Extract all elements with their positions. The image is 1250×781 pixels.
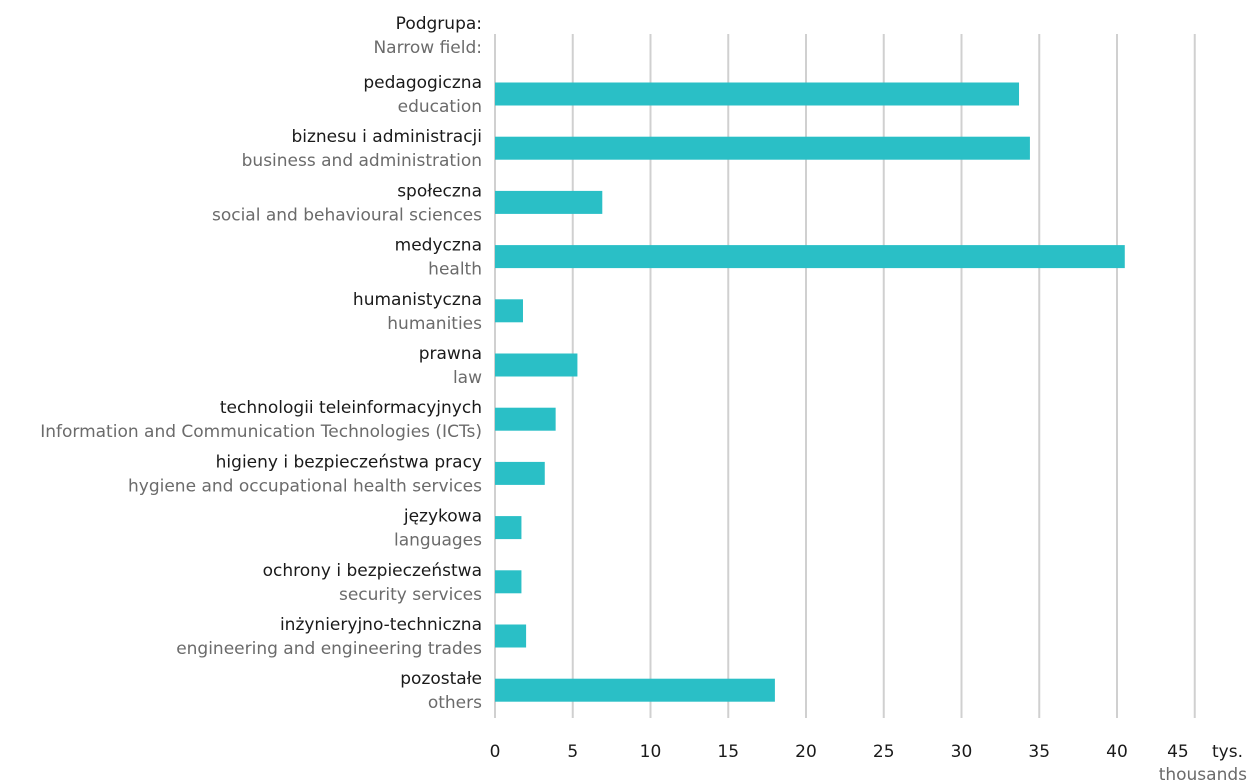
gridlines [494,34,1196,718]
category-label-en: law [453,368,482,388]
x-tick-label: 15 [717,742,739,762]
unit-label-pl: tys. [1212,742,1243,762]
category-label-pl: humanistyczna [353,290,482,310]
x-tick-label: 10 [640,742,662,762]
x-tick-label: 35 [1028,742,1050,762]
category-label-en: humanities [387,314,482,334]
bar [495,82,1020,106]
bar [495,678,775,702]
category-label-pl: medyczna [395,236,482,256]
category-labels: pedagogiczna education biznesu i administr… [40,73,482,713]
category-label-en: security services [339,585,482,605]
x-tick-label: 40 [1106,742,1128,762]
category-label-en: languages [394,531,482,551]
x-axis-ticks: 0 5 10 15 20 25 30 35 40 45 [490,742,1189,762]
bar [495,461,545,485]
category-label-en: hygiene and occupational health services [128,476,482,496]
category-label-pl: językowa [403,507,482,527]
category-label-en: Information and Communication Technologi… [40,422,482,442]
header-title-pl: Podgrupa: [396,14,482,34]
category-label-en: social and behavioural sciences [212,205,482,225]
category-label-en: health [428,260,482,280]
category-label-pl: biznesu i administracji [291,127,482,147]
x-tick-label: 20 [795,742,817,762]
unit-label-en: thousands [1159,765,1247,781]
bars [495,82,1125,702]
x-tick-label: 45 [1167,742,1189,762]
bar [495,299,523,323]
category-label-pl: pozostałe [400,669,482,689]
category-label-pl: pedagogiczna [363,73,482,93]
category-label-pl: ochrony i bezpieczeństwa [263,561,482,581]
category-label-en: others [428,693,482,713]
category-label-en: education [398,97,482,117]
category-label-en: business and administration [242,151,482,171]
x-tick-label: 25 [873,742,895,762]
x-tick-label: 5 [567,742,578,762]
bar [495,353,578,377]
bar [495,407,556,431]
bar [495,190,603,214]
category-label-pl: inżynieryjno-techniczna [280,615,482,635]
bar [495,516,522,540]
x-tick-label: 30 [951,742,973,762]
category-label-pl: społeczna [397,181,482,201]
bar [495,570,522,594]
x-tick-label: 0 [490,742,501,762]
category-label-pl: prawna [419,344,482,364]
header-title-en: Narrow field: [373,38,482,58]
bar [495,136,1030,160]
category-label-pl: higieny i bezpieczeństwa pracy [216,452,482,472]
category-label-en: engineering and engineering trades [176,639,482,659]
bar [495,624,527,648]
category-label-pl: technologii teleinformacyjnych [220,398,482,418]
bar [495,245,1125,269]
